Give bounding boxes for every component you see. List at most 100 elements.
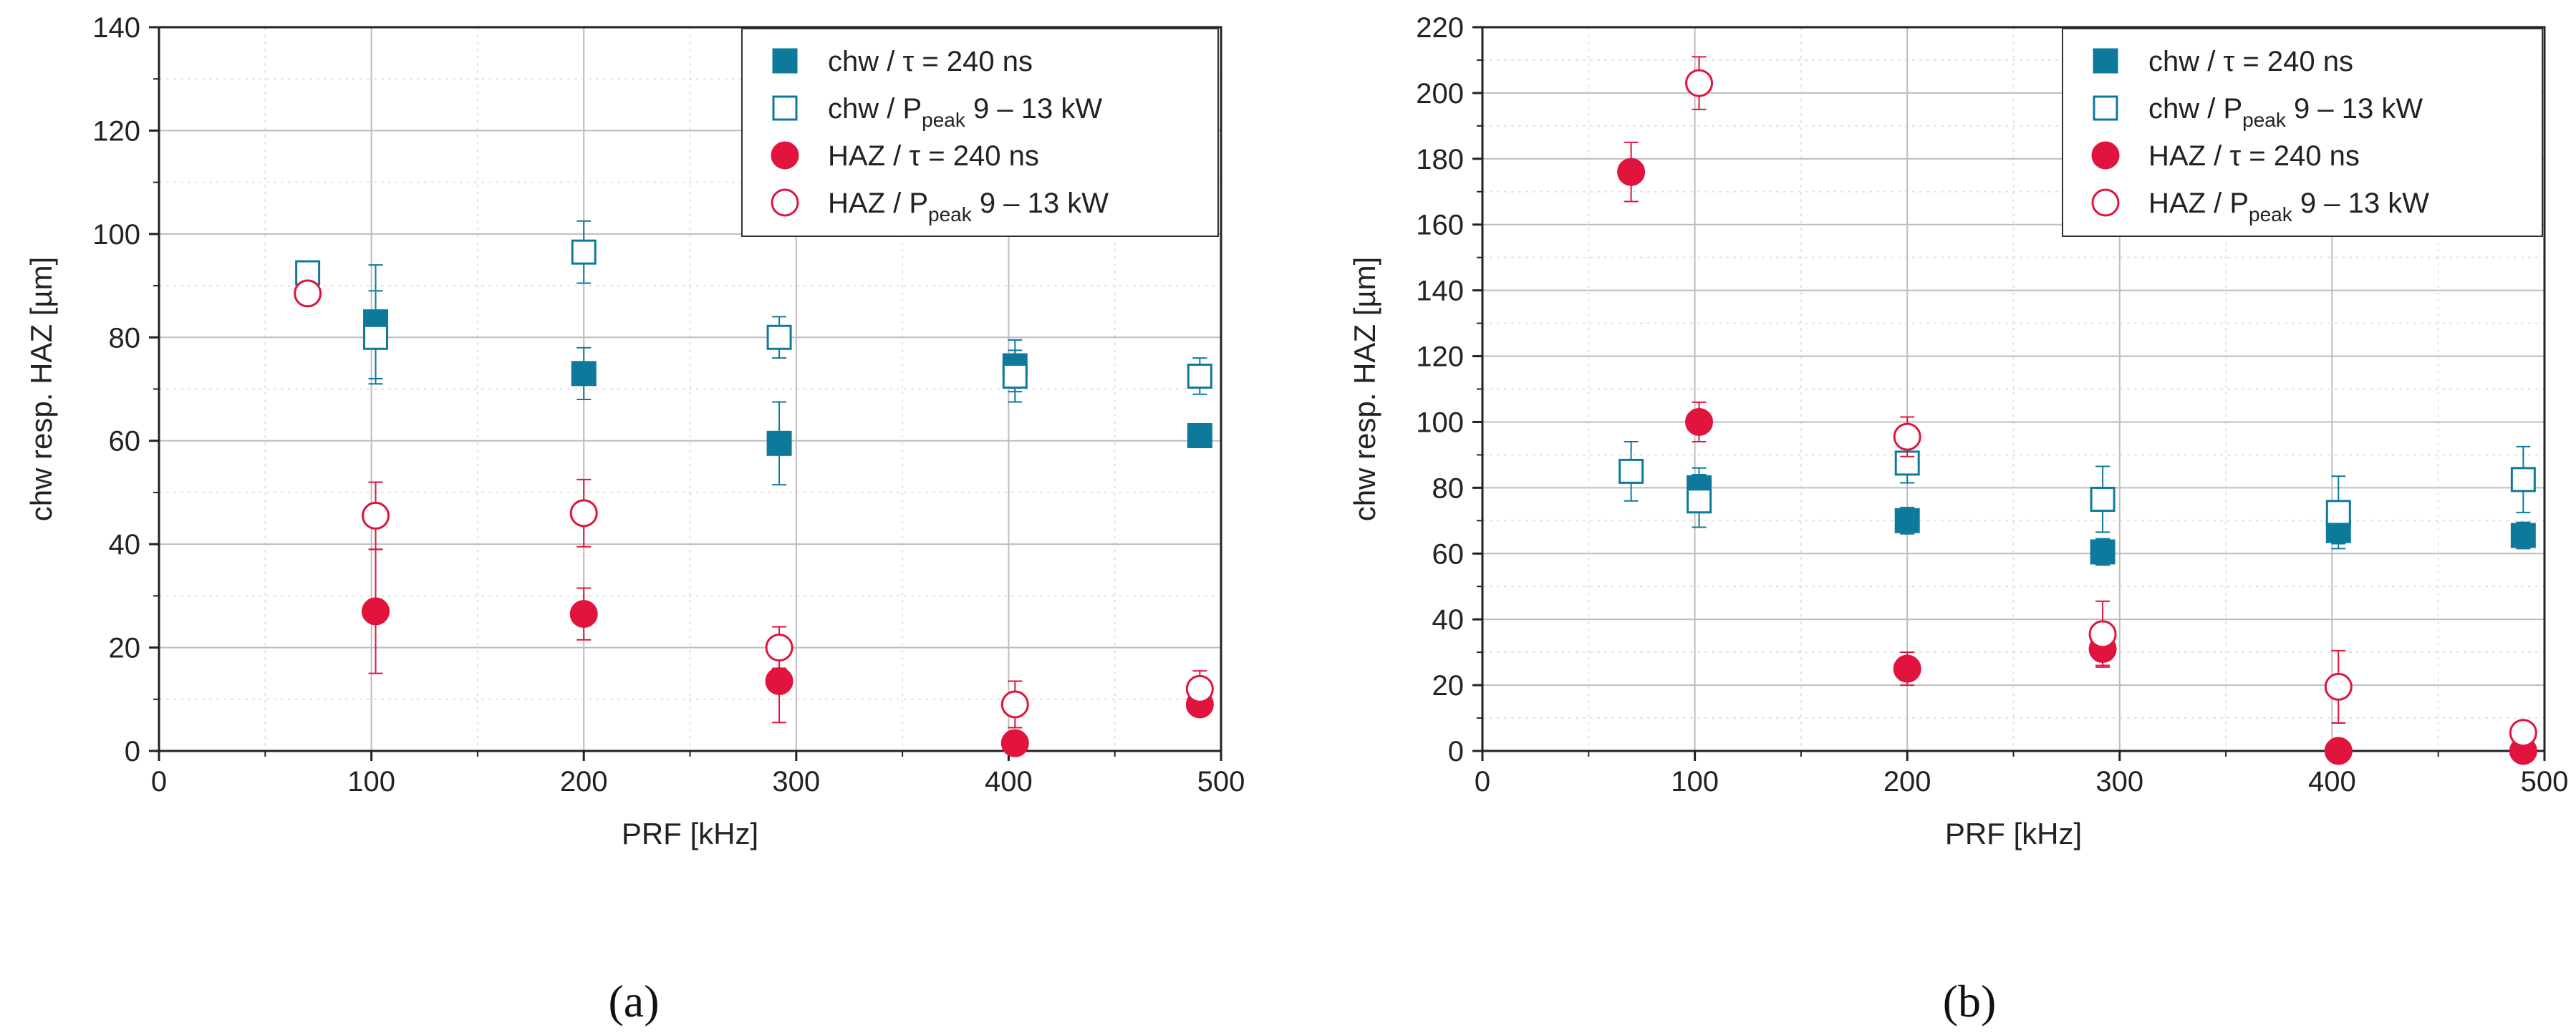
y-tick-label: 80 [109,322,141,354]
data-point-circle [569,499,598,528]
data-point-square [2325,500,2351,525]
data-point-circle [1685,69,1714,97]
x-tick-label: 0 [151,766,167,797]
data-point-circle [1685,407,1714,436]
y-tick-label: 100 [92,219,140,251]
data-point-circle [1000,729,1029,757]
x-tick-label: 400 [985,766,1033,797]
legend-label-suffix: 9 – 13 kW [2292,188,2429,219]
x-axis-title: PRF [kHz] [622,817,758,850]
data-point-circle [2088,620,2117,649]
legend-label: chw / Ppeak 9 – 13 kW [2148,93,2423,131]
x-tick-label: 0 [1475,766,1490,797]
legend-label: chw / Ppeak 9 – 13 kW [828,93,1102,131]
legend-box [2062,28,2543,237]
y-tick-label: 160 [1416,210,1464,241]
legend-marker-circle [771,188,799,217]
legend-label: HAZ / Ppeak 9 – 13 kW [2148,188,2429,225]
legend-label: chw / τ = 240 ns [2148,46,2353,77]
x-tick-label: 400 [2308,766,2356,797]
data-point-circle [765,634,793,662]
data-point-square [2510,467,2536,493]
legend-label-main: HAZ / P [828,188,928,219]
legend-marker-square [772,48,798,74]
y-tick-label: 200 [1416,78,1464,110]
data-point-circle [1893,654,1921,683]
legend-label-subscript: peak [928,203,973,225]
data-point-square [1687,488,1712,514]
legend-label-suffix: 9 – 13 kW [965,93,1102,125]
legend-marker-circle [771,141,799,170]
data-point-circle [765,667,793,696]
data-point-circle [362,501,390,530]
legend-label-subscript: peak [2249,203,2293,225]
y-tick-label: 120 [92,115,140,147]
y-tick-label: 20 [109,633,141,664]
y-tick-label: 120 [1416,341,1464,373]
data-point-square [2510,523,2536,548]
y-tick-label: 0 [125,736,140,767]
x-tick-label: 200 [1883,766,1931,797]
data-point-square [571,239,597,265]
data-point-square [1894,508,1920,533]
legend-marker-square [2093,95,2118,121]
data-point-circle [294,279,322,308]
y-tick-label: 140 [92,12,140,44]
x-tick-label: 500 [2521,766,2569,797]
legend-label-main: chw / P [2148,93,2242,125]
legend-label-suffix: 9 – 13 kW [2286,93,2423,125]
data-point-square [1002,363,1028,389]
legend-marker-square [2093,48,2118,74]
data-point-circle [2324,672,2353,701]
x-tick-label: 500 [1197,766,1245,797]
data-point-circle [1000,690,1029,719]
data-point-square [1619,458,1644,484]
data-point-square [766,430,792,456]
y-axis-title: chw resp. HAZ [µm] [1348,257,1381,522]
legend-box [741,28,1219,237]
data-point-circle [1185,674,1214,703]
legend-marker-circle [2091,141,2120,170]
chart-panel-a: 0 100 200 300 400 500 0 20 40 60 80 100 120 140 PRF [k… [24,12,1245,850]
data-point-circle [362,597,390,626]
y-tick-label: 100 [1416,407,1464,438]
legend-label-suffix: 9 – 13 kW [972,188,1109,219]
panel-a-caption: (a) [608,976,659,1027]
y-tick-label: 220 [1416,12,1464,44]
y-axis-title: chw resp. HAZ [µm] [24,257,58,522]
data-point-circle [1893,422,1921,451]
y-tick-label: 60 [109,426,141,457]
panel-b-caption: (b) [1943,976,1997,1027]
data-point-square [1187,363,1212,389]
x-tick-label: 300 [2095,766,2143,797]
y-tick-label: 60 [1432,538,1465,570]
x-tick-label: 100 [347,766,395,797]
chart-panel-b: 0 100 200 300 400 500 0 20 40 60 80 100 120 140 160 180… [1348,12,2568,850]
legend-label: HAZ / τ = 240 ns [2148,140,2360,172]
data-point-square [571,361,597,387]
data-point-square [1187,422,1212,448]
y-tick-label: 0 [1448,736,1464,767]
legend-label: HAZ / Ppeak 9 – 13 kW [828,188,1109,225]
legend-marker-circle [2091,188,2120,217]
x-axis-title: PRF [kHz] [1945,817,2082,850]
data-point-square [2090,486,2116,512]
y-tick-label: 20 [1432,670,1465,702]
data-point-circle [2324,737,2353,765]
data-point-circle [1617,157,1646,186]
data-point-square [363,324,389,350]
legend-label: chw / τ = 240 ns [828,46,1033,77]
legend-label-subscript: peak [922,109,966,131]
y-tick-label: 80 [1432,472,1465,504]
data-point-square [766,324,792,350]
x-tick-label: 200 [560,766,608,797]
y-tick-label: 40 [109,529,141,561]
legend-label-subscript: peak [2242,109,2287,131]
x-tick-label: 100 [1671,766,1719,797]
legend-label-main: HAZ / P [2148,188,2249,219]
legend-marker-square [772,95,798,121]
y-tick-label: 140 [1416,276,1464,307]
x-tick-label: 300 [772,766,820,797]
data-point-circle [569,600,598,629]
